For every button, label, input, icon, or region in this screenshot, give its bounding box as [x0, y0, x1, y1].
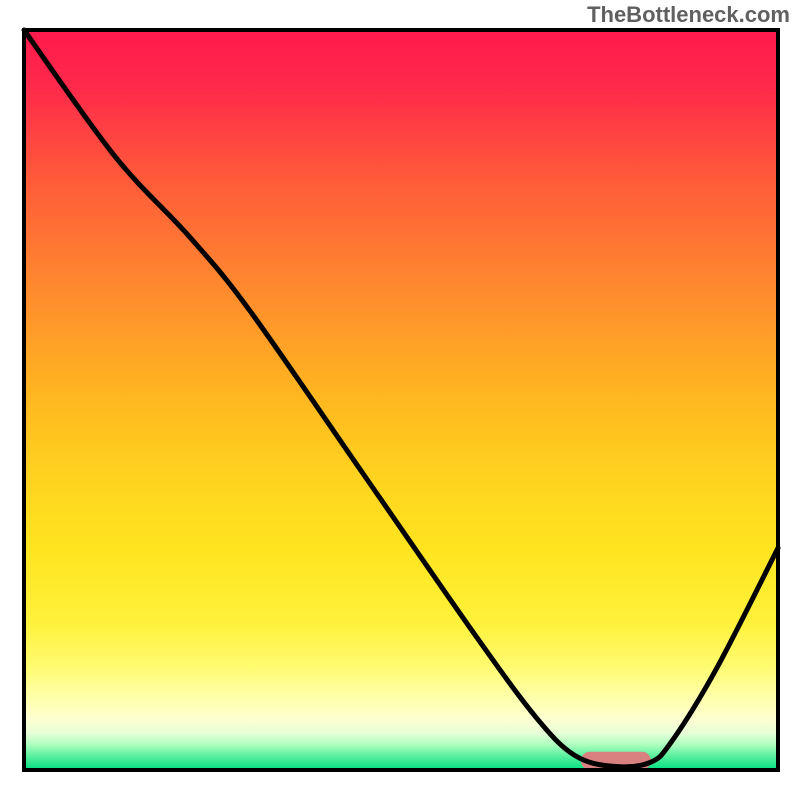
bottleneck-chart — [0, 0, 800, 800]
watermark-text: TheBottleneck.com — [587, 2, 790, 28]
plot-background — [24, 30, 778, 770]
chart-container: TheBottleneck.com — [0, 0, 800, 800]
